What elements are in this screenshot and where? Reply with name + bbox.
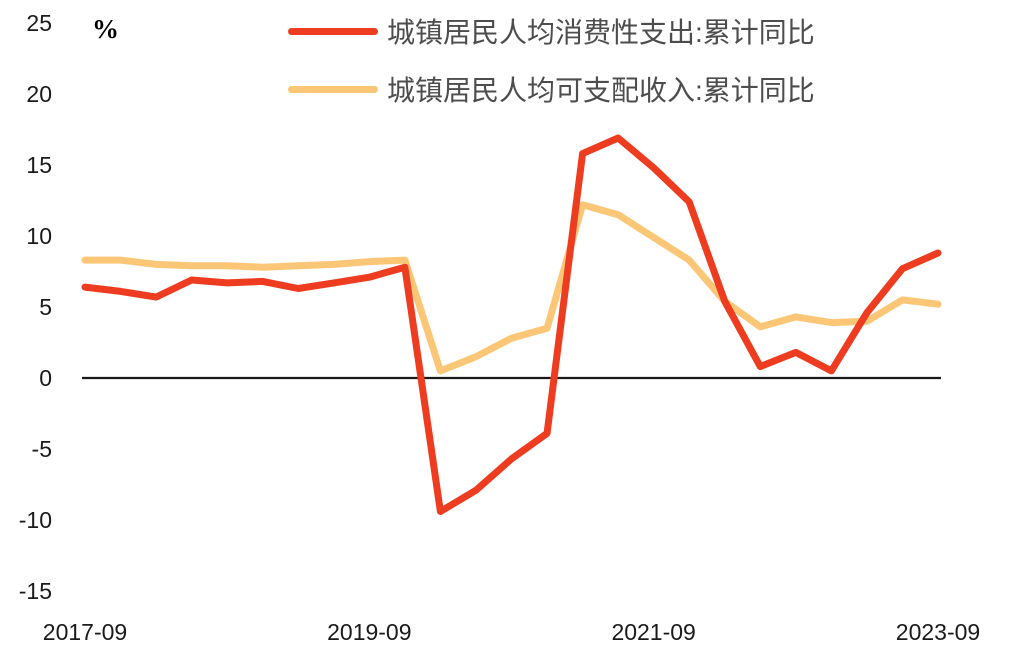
legend: 城镇居民人均消费性支出:累计同比 城镇居民人均可支配收入:累计同比 [288,12,815,128]
y-tick-label: 25 [26,10,52,36]
y-tick-label: -15 [18,578,52,604]
legend-label-consumption: 城镇居民人均消费性支出:累计同比 [387,17,815,48]
y-axis-unit-label: % [92,14,119,44]
x-tick-label: 2021-09 [611,619,696,645]
y-tick-label: -10 [18,507,52,533]
legend-item-income: 城镇居民人均可支配收入:累计同比 [288,70,815,108]
x-tick-label: 2019-09 [327,619,412,645]
consumption-line-series [81,134,942,515]
y-tick-label: 20 [26,81,52,107]
x-tick-label: 2023-09 [895,619,981,645]
legend-label-income: 城镇居民人均可支配收入:累计同比 [387,75,815,106]
y-tick-label: 5 [39,294,52,320]
y-tick-label: 15 [26,152,52,178]
legend-swatch-income-icon [288,85,378,93]
y-tick-label: -5 [31,436,52,462]
income-line-series [81,201,942,375]
x-tick-label: 2017-09 [42,619,128,645]
y-tick-label: 0 [39,365,52,391]
legend-item-consumption: 城镇居民人均消费性支出:累计同比 [288,12,815,50]
legend-swatch-consumption-icon [288,27,378,35]
y-tick-label: 10 [26,223,52,249]
